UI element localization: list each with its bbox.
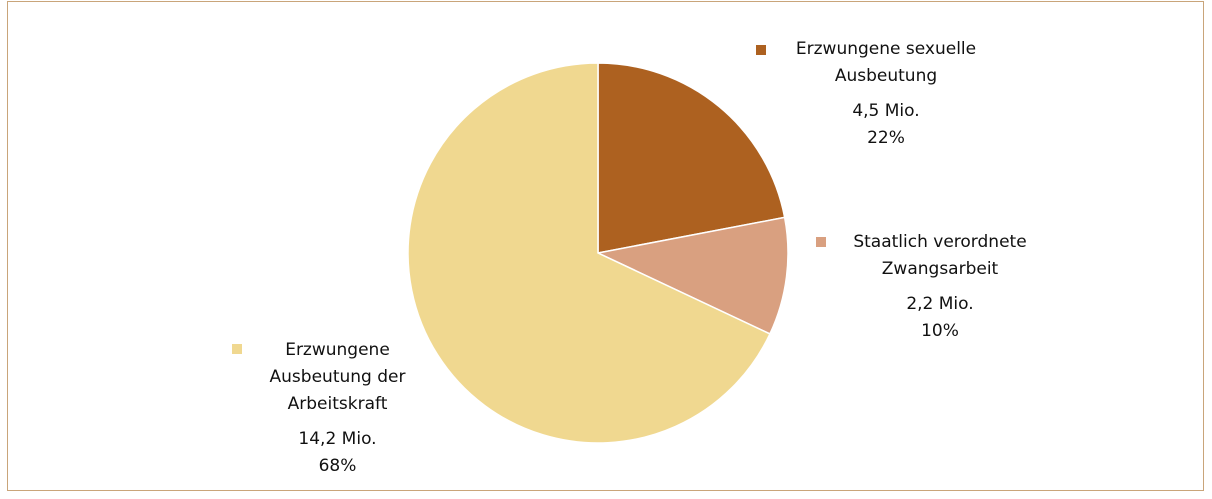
pie-slice [407, 62, 771, 444]
category-label: Erzwungene sexuelle Ausbeutung [795, 39, 977, 86]
data-label: Erzwungene Ausbeutung der Arbeitskraft 14… [250, 337, 425, 480]
legend-swatch [816, 237, 826, 247]
value-label: 10% [921, 321, 959, 341]
data-label: Erzwungene sexuelle Ausbeutung 4,5 Mio. 22… [770, 36, 1002, 152]
amount-label: 4,5 Mio. [852, 101, 920, 121]
amount-label: 2,2 Mio. [906, 294, 974, 314]
amount-label: 14,2 Mio. [298, 429, 377, 449]
pie-slice [597, 62, 786, 254]
data-label: Staatlich verordnete Zwangsarbeit 2,2 Mio… [836, 229, 1044, 345]
legend-swatch [756, 45, 766, 55]
value-label: 22% [867, 128, 905, 148]
pie-slice [595, 216, 789, 335]
category-label: Staatlich verordnete Zwangsarbeit [853, 232, 1027, 279]
value-label: 68% [318, 456, 357, 476]
legend-swatch [232, 344, 242, 354]
category-label: Erzwungene Ausbeutung der Arbeitskraft [269, 340, 406, 414]
chart-frame [7, 1, 1204, 491]
